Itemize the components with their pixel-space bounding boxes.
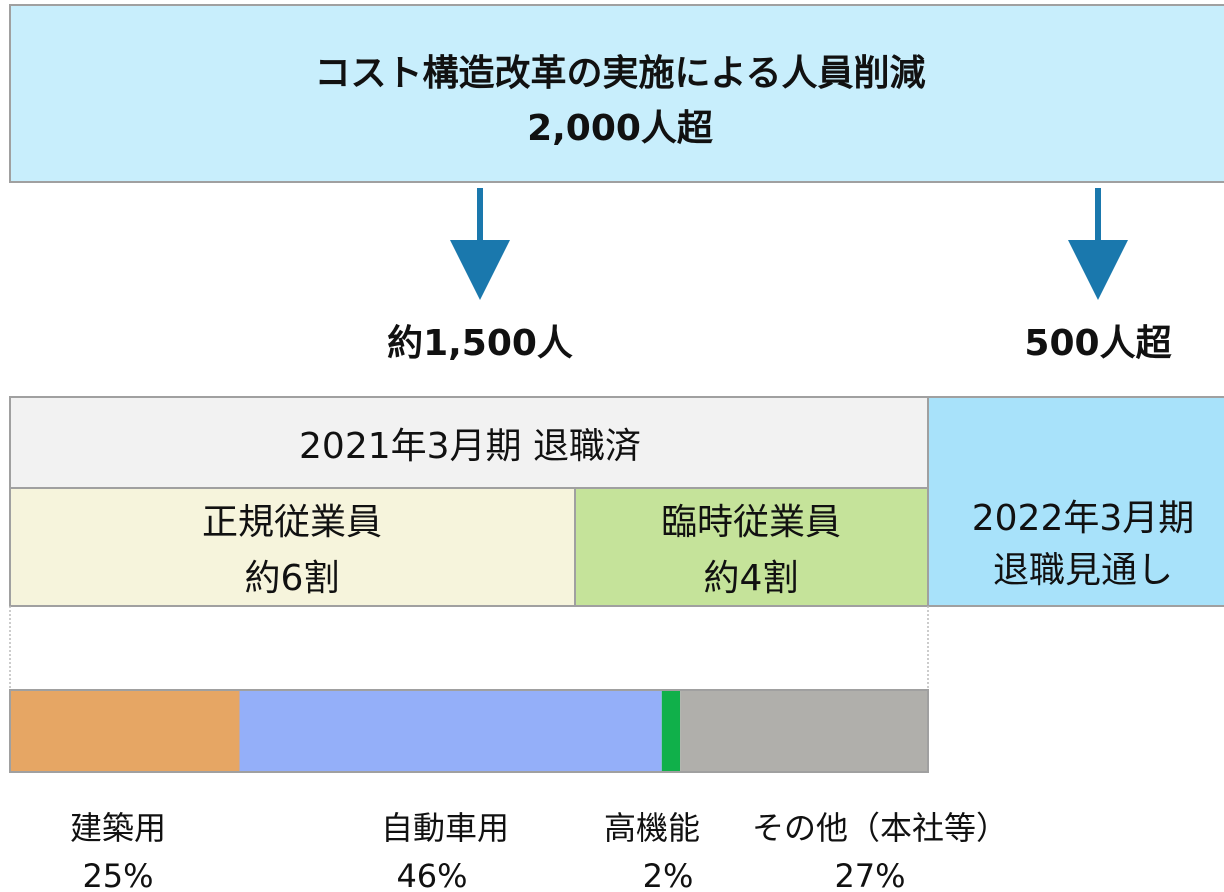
segment-name: その他（本社等） (752, 809, 1008, 847)
regular-name: 正規従業員 (202, 502, 382, 543)
bar-segment (680, 690, 928, 772)
forecast-box (927, 396, 1224, 607)
breakdown-bar (9, 689, 929, 773)
forecast-status: 退職見通し (993, 550, 1173, 591)
flow-label: 500人超 (1024, 323, 1172, 364)
summary-box (9, 4, 1224, 183)
segment-name: 自動車用 (381, 809, 509, 847)
segment-value: 46% (396, 857, 467, 892)
bar-segment (239, 690, 662, 772)
regular-share: 約6割 (245, 558, 340, 599)
forecast-period: 2022年3月期 (972, 498, 1195, 539)
bar-segment (10, 690, 240, 772)
temporary-name: 臨時従業員 (661, 502, 841, 543)
temporary-share: 約4割 (704, 558, 799, 599)
retired-title: 2021年3月期 退職済 (299, 426, 641, 467)
title: コスト構造改革の実施による人員削減 (315, 53, 926, 94)
segment-name: 高機能 (604, 809, 700, 847)
segment-name: 建築用 (70, 809, 166, 847)
segment-value: 25% (82, 857, 153, 892)
flow-label: 約1,500人 (387, 323, 573, 364)
bar-segment (661, 690, 681, 772)
segment-value: 2% (643, 857, 694, 892)
segment-value: 27% (834, 857, 905, 892)
subtitle: 2,000人超 (527, 108, 714, 149)
bar-outline (9, 689, 929, 773)
